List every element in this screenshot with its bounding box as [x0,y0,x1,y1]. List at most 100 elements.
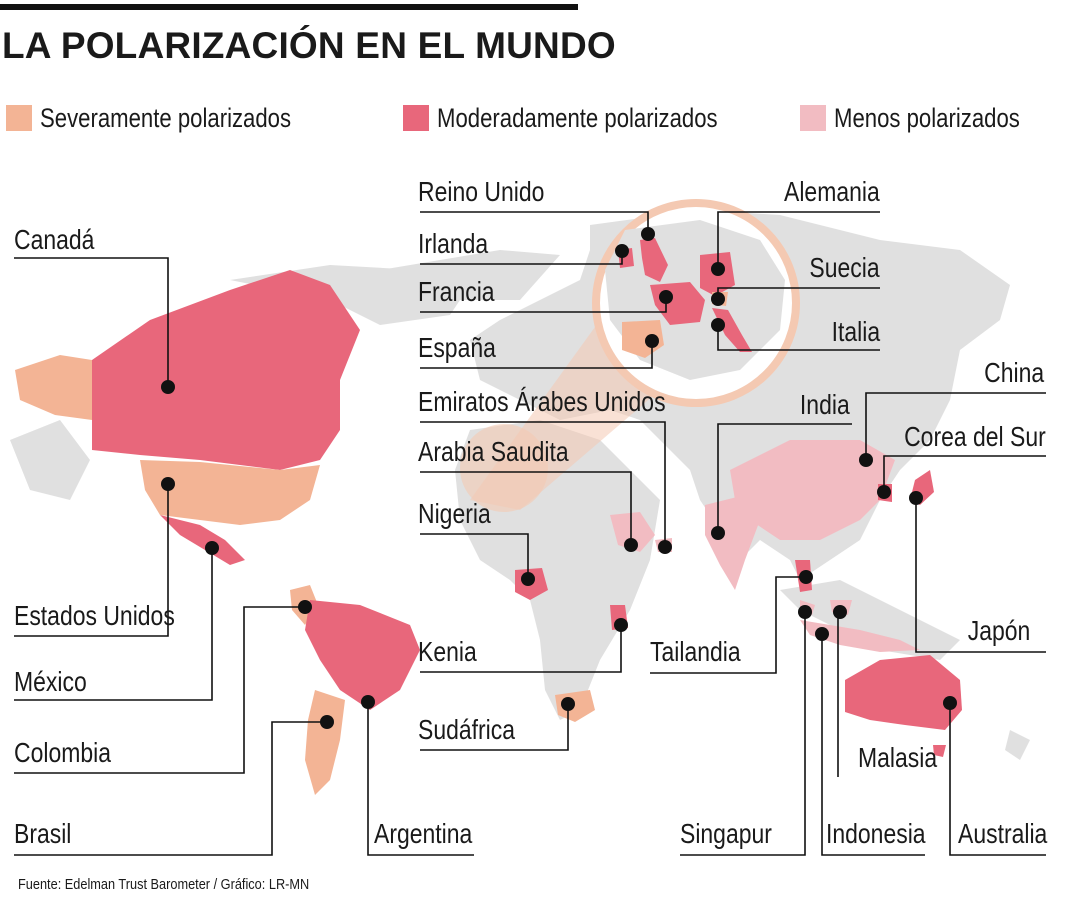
label-china: China [983,357,1044,388]
country-shape-reino-unido [640,238,668,282]
dot-espana [645,334,659,348]
country-shape-indonesia [800,620,920,652]
dot-suecia [711,292,725,306]
legend-swatch-less [800,105,826,131]
dot-brasil [361,695,375,709]
dot-irlanda [615,244,629,258]
dot-colombia [298,600,312,614]
dot-japon [909,491,923,505]
dot-usa [161,477,175,491]
label-india: India [800,389,850,420]
label-irlanda: Irlanda [418,228,489,259]
leader-japon [915,498,1046,653]
source-note: Fuente: Edelman Trust Barometer / Gráfic… [18,876,310,893]
leader-singapur [680,612,806,856]
legend-item-moderate: Moderadamente polarizados [403,100,779,136]
dot-kenia [614,618,628,632]
dot-argentina [320,715,334,729]
country-shape-australia [845,655,962,730]
label-australia: Australia [958,818,1048,849]
label-canada: Canadá [14,224,95,255]
label-corea: Corea del Sur [904,421,1046,452]
dot-singapur [798,605,812,619]
leader-colombia [14,606,305,774]
leader-usa [14,484,169,637]
country-shape-brasil [305,600,420,710]
country-shape-china [730,440,895,540]
label-nigeria: Nigeria [418,498,491,529]
country-shape-espana [622,320,664,358]
label-alemania: Alemania [784,176,880,207]
label-brasil: Brasil [14,818,72,849]
label-italia: Italia [831,316,880,347]
dot-mexico [205,541,219,555]
dot-reino-unido [641,227,655,241]
leader-mexico [14,548,213,701]
leader-indonesia [821,634,925,856]
leader-india [717,423,852,533]
dot-malasia [833,605,847,619]
label-malasia: Malasia [858,742,938,773]
leader-canada [14,257,169,387]
country-shape-arabia [610,512,655,552]
page-title: LA POLARIZACIÓN EN EL MUNDO [2,25,616,66]
leader-italia [717,325,880,351]
dot-alemania [711,262,725,276]
leader-arabia [420,471,632,545]
legend-label-moderate: Moderadamente polarizados [437,103,718,133]
label-argentina: Argentina [374,818,473,849]
label-kenia: Kenia [418,636,477,667]
dot-nigeria [521,572,535,586]
dot-sudafrica [561,697,575,711]
leader-espana [420,341,653,369]
leader-argentina [367,702,474,856]
dot-indonesia [815,627,829,641]
leader-china [865,392,1046,460]
label-japon: Japón [967,615,1030,646]
dot-china [859,453,873,467]
europe-small-circle [460,424,548,512]
leader-corea [883,455,1046,492]
dot-corea [877,485,891,499]
label-colombia: Colombia [14,737,111,768]
leader-emiratos [420,421,666,547]
legend-swatch-severe [6,105,32,131]
location-dots [161,227,957,729]
label-reino-unido: Reino Unido [418,176,545,207]
label-espana: España [418,332,496,363]
legend-item-severe: Severamente polarizados [6,100,346,136]
leader-australia [949,703,1046,856]
country-shape-argentina [305,690,345,795]
country-shape-italia [712,308,752,352]
dot-canada [161,380,175,394]
label-mexico: México [14,666,87,697]
label-suecia: Suecia [809,252,880,283]
dot-india [711,526,725,540]
dot-italia [711,318,725,332]
label-indonesia: Indonesia [826,818,926,849]
label-francia: Francia [418,276,495,307]
leader-nigeria [420,533,529,579]
country-shape-canada [92,270,360,470]
dot-tailandia [799,570,813,584]
label-tailandia: Tailandia [650,636,741,667]
dot-australia [943,696,957,710]
legend-item-less: Menos polarizados [800,100,1061,136]
country-shapes [15,238,962,795]
top-rule [0,4,578,10]
leader-alemania [717,211,880,269]
legend-label-less: Menos polarizados [834,103,1020,133]
dot-francia [659,290,673,304]
country-shape-alaska [15,355,92,420]
leader-lines [14,211,1046,856]
country-shape-usa [140,460,320,525]
legend-label-severe: Severamente polarizados [40,103,292,133]
label-sudafrica: Sudáfrica [418,714,516,745]
country-shape-tasmania [933,745,946,757]
leader-sudafrica [420,704,569,751]
legend-swatch-moderate [403,105,429,131]
country-shape-mexico [160,515,245,565]
dot-emiratos [658,540,672,554]
